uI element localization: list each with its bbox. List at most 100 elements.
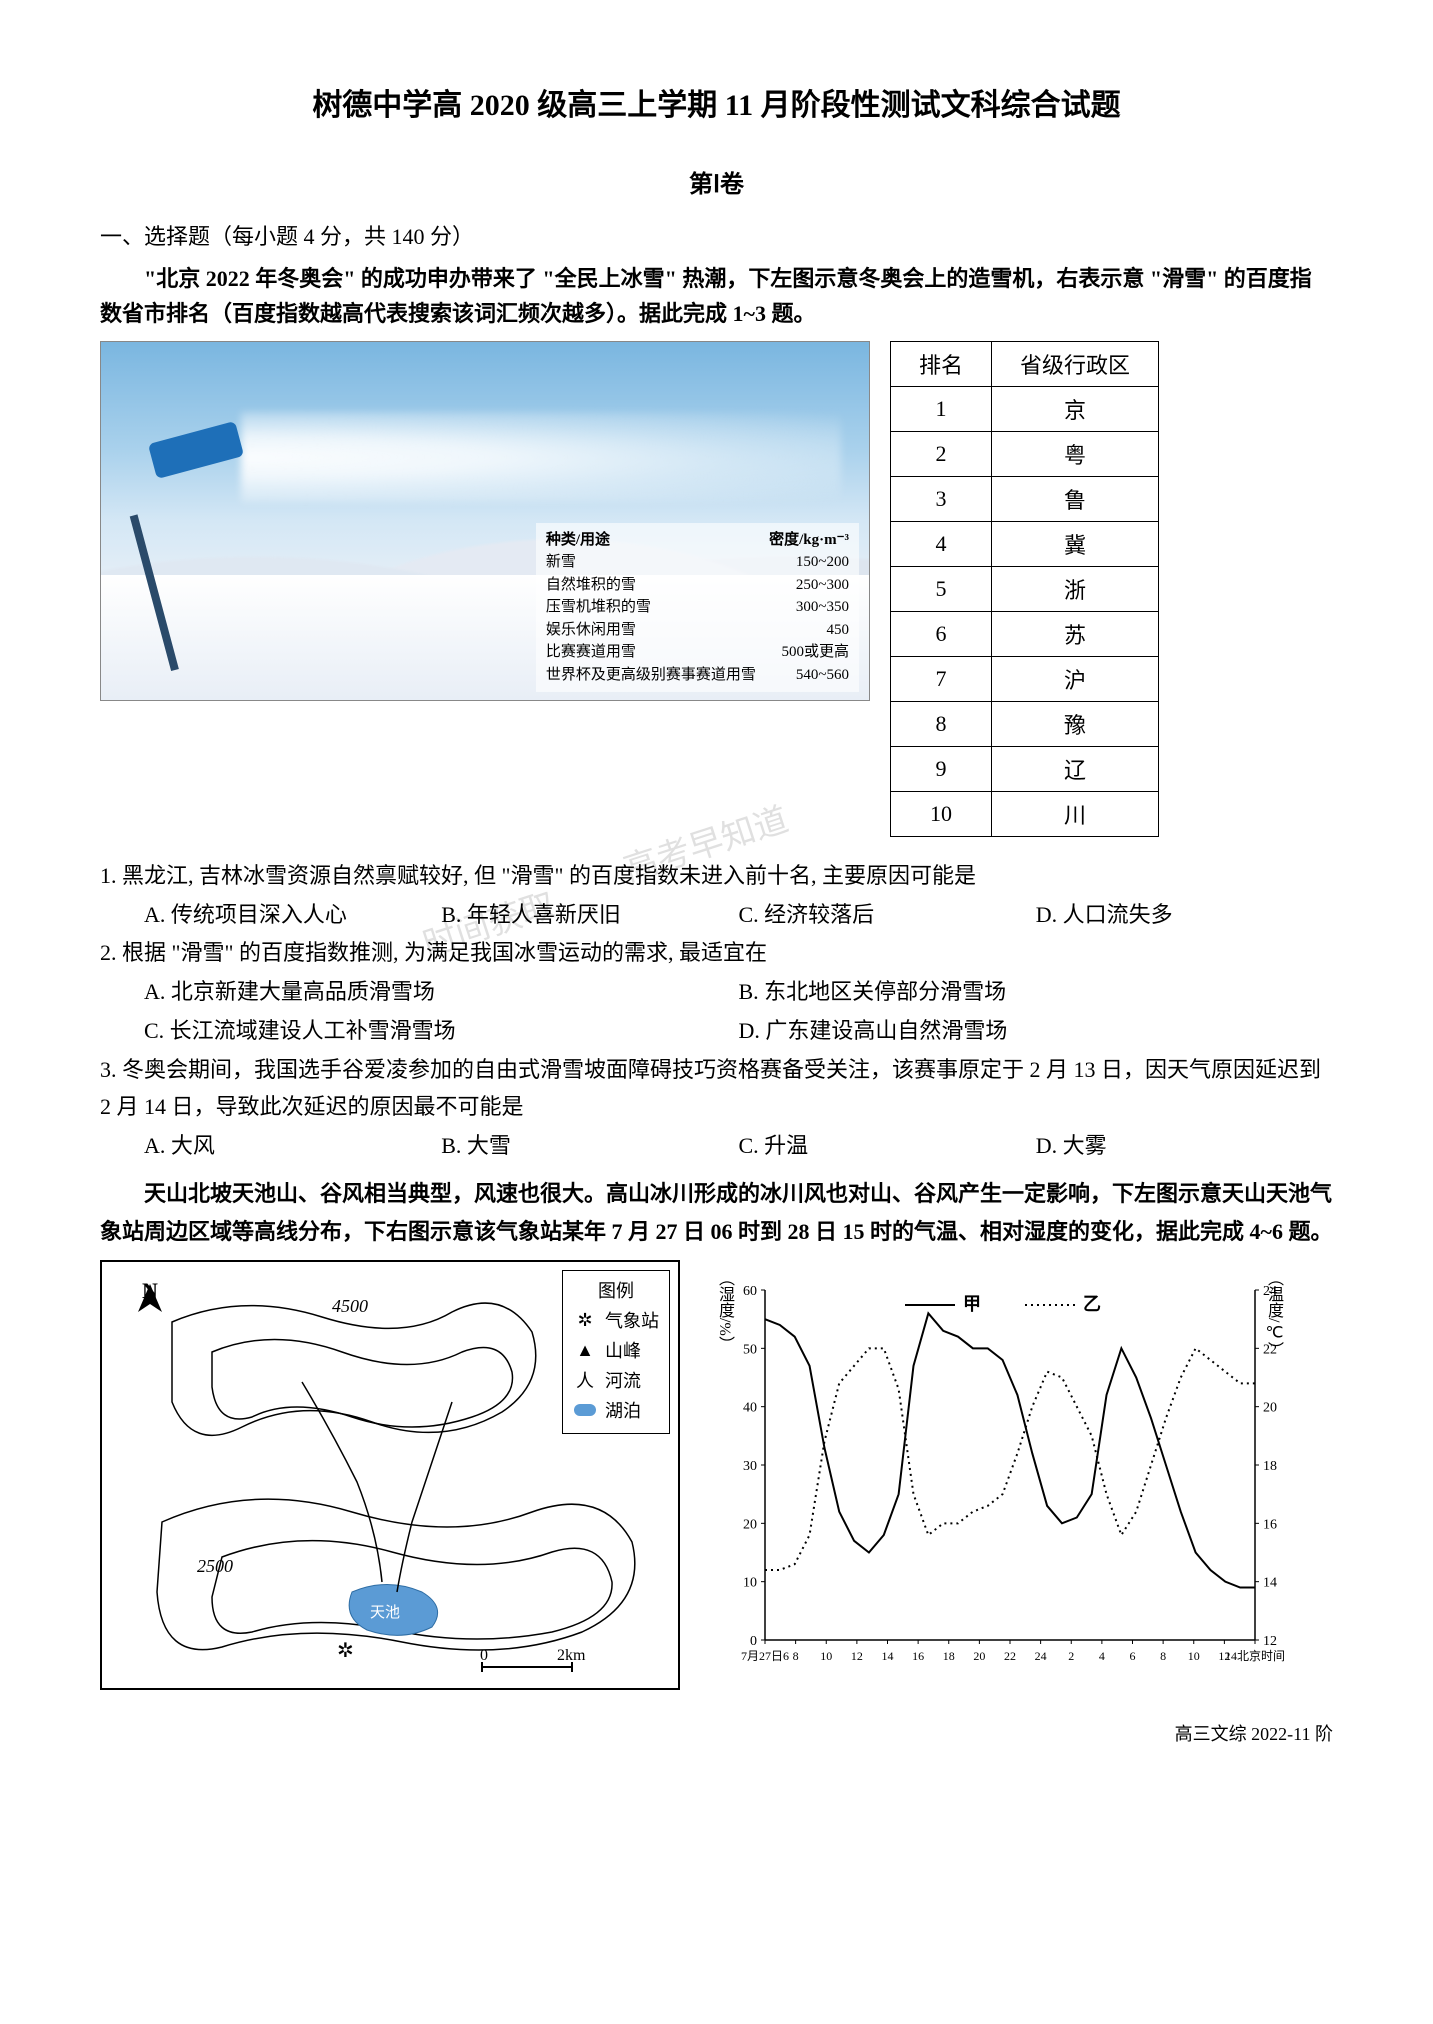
svg-text:20: 20 — [1263, 1401, 1277, 1416]
svg-text:60: 60 — [743, 1284, 757, 1299]
q3-opt-c: C. 升温 — [739, 1126, 1036, 1166]
q3-opt-a: A. 大风 — [144, 1126, 441, 1166]
svg-text:14: 14 — [882, 1649, 894, 1663]
rank-num: 10 — [891, 792, 992, 837]
svg-text:14: 14 — [1263, 1576, 1277, 1591]
rank-prov: 京 — [992, 387, 1159, 432]
svg-text:10: 10 — [743, 1576, 757, 1591]
mc-header: 一、选择题（每小题 4 分，共 140 分） — [100, 219, 1333, 251]
svg-text:12: 12 — [851, 1649, 863, 1663]
q3-stem: 3. 冬奥会期间，我国选手谷爱凌参加的自由式滑雪坡面障碍技巧资格赛备受关注，该赛… — [100, 1051, 1333, 1126]
rank-prov: 粤 — [992, 432, 1159, 477]
rank-header-2: 省级行政区 — [992, 342, 1159, 387]
legend-symbol: ▲ — [573, 1340, 597, 1361]
svg-text:18: 18 — [943, 1649, 955, 1663]
q2-opt-b: B. 东北地区关停部分滑雪场 — [739, 972, 1334, 1012]
q2-opt-c: C. 长江流域建设人工补雪滑雪场 — [144, 1011, 739, 1051]
rank-num: 3 — [891, 477, 992, 522]
snow-machine-figure: 种类/用途 密度/kg·m⁻³ 新雪 150~200 自然堆积的雪 250~300 压雪… — [100, 341, 870, 701]
rank-num: 5 — [891, 567, 992, 612]
legend-title: 图例 — [573, 1277, 659, 1303]
density-type: 自然堆积的雪 — [546, 574, 636, 597]
legend-symbol: 人 — [573, 1367, 597, 1393]
figure-and-table-block: 种类/用途 密度/kg·m⁻³ 新雪 150~200 自然堆积的雪 250~300 压雪… — [100, 341, 1333, 837]
q1-opt-b: B. 年轻人喜新厌旧 — [441, 895, 738, 935]
density-value: 500或更高 — [781, 641, 849, 664]
q3-opt-b: B. 大雪 — [441, 1126, 738, 1166]
svg-text:16: 16 — [1263, 1517, 1277, 1532]
svg-text:0: 0 — [480, 1647, 488, 1664]
density-type: 比赛赛道用雪 — [546, 641, 636, 664]
svg-text:30: 30 — [743, 1459, 757, 1474]
svg-text:甲: 甲 — [963, 1294, 981, 1314]
density-header-val: 密度/kg·m⁻³ — [769, 529, 849, 552]
svg-text:天池: 天池 — [370, 1604, 400, 1621]
legend-symbol — [573, 1400, 597, 1421]
rank-prov: 苏 — [992, 612, 1159, 657]
svg-text:4500: 4500 — [332, 1296, 368, 1316]
q2-opt-d: D. 广东建设高山自然滑雪场 — [739, 1011, 1334, 1051]
q1-options: A. 传统项目深入人心 B. 年轻人喜新厌旧 C. 经济较落后 D. 人口流失多 — [100, 895, 1333, 935]
rank-num: 9 — [891, 747, 992, 792]
rank-prov: 鲁 — [992, 477, 1159, 522]
rank-prov: 豫 — [992, 702, 1159, 747]
rank-prov: 浙 — [992, 567, 1159, 612]
density-value: 250~300 — [796, 574, 849, 597]
svg-text:40: 40 — [743, 1401, 757, 1416]
svg-text:16: 16 — [912, 1649, 924, 1663]
rank-num: 8 — [891, 702, 992, 747]
svg-text:2km: 2km — [557, 1647, 586, 1664]
svg-text:7月27日6: 7月27日6 — [741, 1649, 789, 1663]
legend-label: 气象站 — [605, 1307, 659, 1333]
svg-text:2: 2 — [1068, 1649, 1074, 1663]
density-value: 540~560 — [796, 664, 849, 687]
q1-opt-c: C. 经济较落后 — [739, 895, 1036, 935]
svg-text:20: 20 — [973, 1649, 985, 1663]
rank-num: 6 — [891, 612, 992, 657]
svg-text:10: 10 — [1188, 1649, 1200, 1663]
density-value: 150~200 — [796, 551, 849, 574]
page-footer: 高三文综 2022-11 阶 — [100, 1720, 1333, 1746]
rank-num: 2 — [891, 432, 992, 477]
map-and-chart-block: N 4500 2500 天池 ✲ 0 2km 图例 ✲气象站▲山峰人河流湖泊 （… — [100, 1260, 1333, 1690]
density-table: 种类/用途 密度/kg·m⁻³ 新雪 150~200 自然堆积的雪 250~300 压雪… — [536, 523, 859, 693]
density-header-type: 种类/用途 — [546, 529, 610, 552]
rank-header-1: 排名 — [891, 342, 992, 387]
rank-prov: 辽 — [992, 747, 1159, 792]
map-legend: 图例 ✲气象站▲山峰人河流湖泊 — [562, 1270, 670, 1434]
q3-options: A. 大风 B. 大雪 C. 升温 D. 大雾 — [100, 1126, 1333, 1166]
rank-prov: 川 — [992, 792, 1159, 837]
density-type: 娱乐休闲用雪 — [546, 619, 636, 642]
svg-text:8: 8 — [1160, 1649, 1166, 1663]
svg-text:10: 10 — [820, 1649, 832, 1663]
density-type: 世界杯及更高级别赛事赛道用雪 — [546, 664, 756, 687]
q1-opt-d: D. 人口流失多 — [1036, 895, 1333, 935]
contour-map: N 4500 2500 天池 ✲ 0 2km 图例 ✲气象站▲山峰人河流湖泊 — [100, 1260, 680, 1690]
y-axis-right-label: （温度/℃） — [1261, 1270, 1285, 1357]
rank-prov: 沪 — [992, 657, 1159, 702]
intro-1: "北京 2022 年冬奥会" 的成功申办带来了 "全民上冰雪" 热潮，下左图示意… — [100, 261, 1333, 331]
svg-text:8: 8 — [793, 1649, 799, 1663]
rank-num: 7 — [891, 657, 992, 702]
section-label: 第Ⅰ卷 — [100, 164, 1333, 199]
svg-text:乙: 乙 — [1083, 1294, 1101, 1314]
density-type: 新雪 — [546, 551, 576, 574]
svg-text:24: 24 — [1035, 1649, 1047, 1663]
line-chart: （湿度/%） （温度/℃） 60504030201002422201816141… — [710, 1260, 1310, 1690]
legend-label: 山峰 — [605, 1337, 641, 1363]
q3-opt-d: D. 大雾 — [1036, 1126, 1333, 1166]
rank-num: 1 — [891, 387, 992, 432]
svg-text:14北京时间: 14北京时间 — [1225, 1649, 1285, 1663]
svg-text:✲: ✲ — [337, 1640, 354, 1662]
q2-stem: 2. 根据 "滑雪" 的百度指数推测, 为满足我国冰雪运动的需求, 最适宜在 — [100, 934, 1333, 971]
q1-opt-a: A. 传统项目深入人心 — [144, 895, 441, 935]
svg-text:20: 20 — [743, 1517, 757, 1532]
rank-prov: 冀 — [992, 522, 1159, 567]
legend-label: 湖泊 — [605, 1397, 641, 1423]
svg-text:4: 4 — [1099, 1649, 1105, 1663]
svg-text:22: 22 — [1004, 1649, 1016, 1663]
density-type: 压雪机堆积的雪 — [546, 596, 651, 619]
q2-options: A. 北京新建大量高品质滑雪场 B. 东北地区关停部分滑雪场 C. 长江流域建设… — [100, 972, 1333, 1051]
svg-text:0: 0 — [750, 1634, 757, 1649]
svg-text:2500: 2500 — [197, 1556, 233, 1576]
